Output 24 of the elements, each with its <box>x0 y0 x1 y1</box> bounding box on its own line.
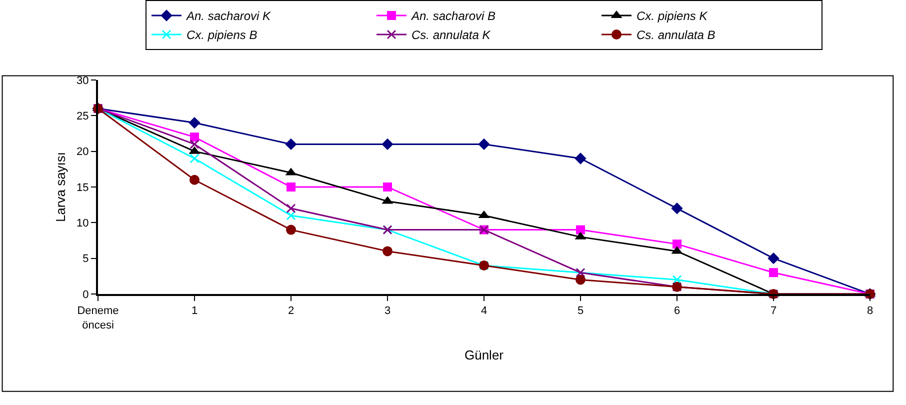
legend-label: Cx. pipiens K <box>636 9 708 24</box>
x-tick-label: 1 <box>191 305 198 318</box>
y-tick-label: 0 <box>82 288 89 301</box>
y-axis-title: Larva sayısı <box>53 152 68 222</box>
x-tick-label: 4 <box>480 305 488 318</box>
y-tick-label: 25 <box>76 110 89 123</box>
x-tick-label: 8 <box>866 305 874 318</box>
x-tick-label: 2 <box>288 305 294 318</box>
x-tick-label: Deneme öncesi <box>77 305 119 332</box>
legend-label: An. sacharovi B <box>410 9 496 24</box>
x-tick-label: 7 <box>770 305 777 318</box>
legend-label: Cx. pipiens B <box>186 28 258 42</box>
y-tick-label: 10 <box>76 218 89 230</box>
y-tick-label: 5 <box>82 253 89 266</box>
x-tick-label: 3 <box>384 305 391 318</box>
y-tick-label: 30 <box>76 74 89 87</box>
y-tick-label: 15 <box>76 182 89 194</box>
y-tick-label: 20 <box>76 146 89 158</box>
x-tick-label: 5 <box>577 305 584 318</box>
legend-label: Cs. annulata B <box>636 28 716 42</box>
x-tick-label: 6 <box>674 305 680 318</box>
x-axis-title: Günler <box>464 348 504 363</box>
legend-label: An. sacharovi K <box>186 9 272 24</box>
legend-label: Cs. annulata K <box>412 28 492 42</box>
